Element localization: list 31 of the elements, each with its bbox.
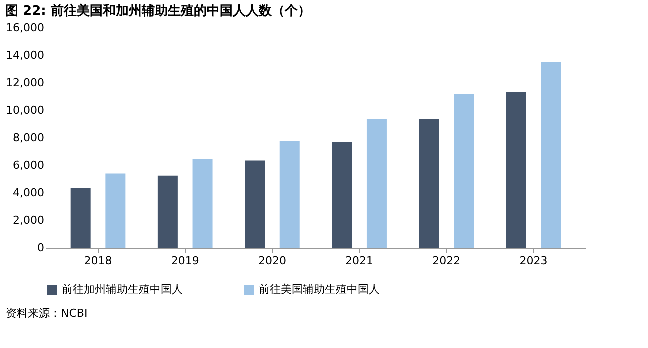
y-tick-label: 16,000 xyxy=(6,22,44,34)
x-tick-label: 2021 xyxy=(346,254,374,268)
x-tick-label: 2018 xyxy=(84,254,112,268)
x-tick-label: 2022 xyxy=(432,254,461,268)
bar xyxy=(158,176,178,248)
y-tick-label: 10,000 xyxy=(6,104,44,117)
y-tick-label: 4,000 xyxy=(13,186,44,200)
bar xyxy=(454,94,474,248)
x-tick-label: 2023 xyxy=(520,254,548,268)
x-tick-label: 2019 xyxy=(171,254,200,268)
legend-label: 前往美国辅助生殖中国人 xyxy=(259,283,380,296)
bar xyxy=(192,159,213,248)
bar xyxy=(70,188,91,248)
y-tick-label: 0 xyxy=(38,242,44,254)
bar xyxy=(332,142,352,248)
bar xyxy=(245,160,266,248)
legend-label: 前往加州辅助生殖中国人 xyxy=(62,283,183,296)
bar xyxy=(280,141,300,248)
bar xyxy=(419,119,440,248)
x-tick-label: 2020 xyxy=(258,254,286,268)
bar xyxy=(366,119,387,248)
bar xyxy=(506,92,526,248)
bar xyxy=(541,62,562,248)
y-tick-label: 8,000 xyxy=(13,132,44,144)
chart-title: 图 22: 前往美国和加州辅助生殖的中国人人数（个） xyxy=(6,3,311,19)
y-tick-label: 6,000 xyxy=(13,159,44,172)
bar xyxy=(106,174,126,248)
y-tick-label: 14,000 xyxy=(6,49,44,62)
y-tick-label: 2,000 xyxy=(13,214,44,227)
y-tick-label: 12,000 xyxy=(6,76,44,90)
text: 资料来源：NCBI xyxy=(6,307,88,320)
